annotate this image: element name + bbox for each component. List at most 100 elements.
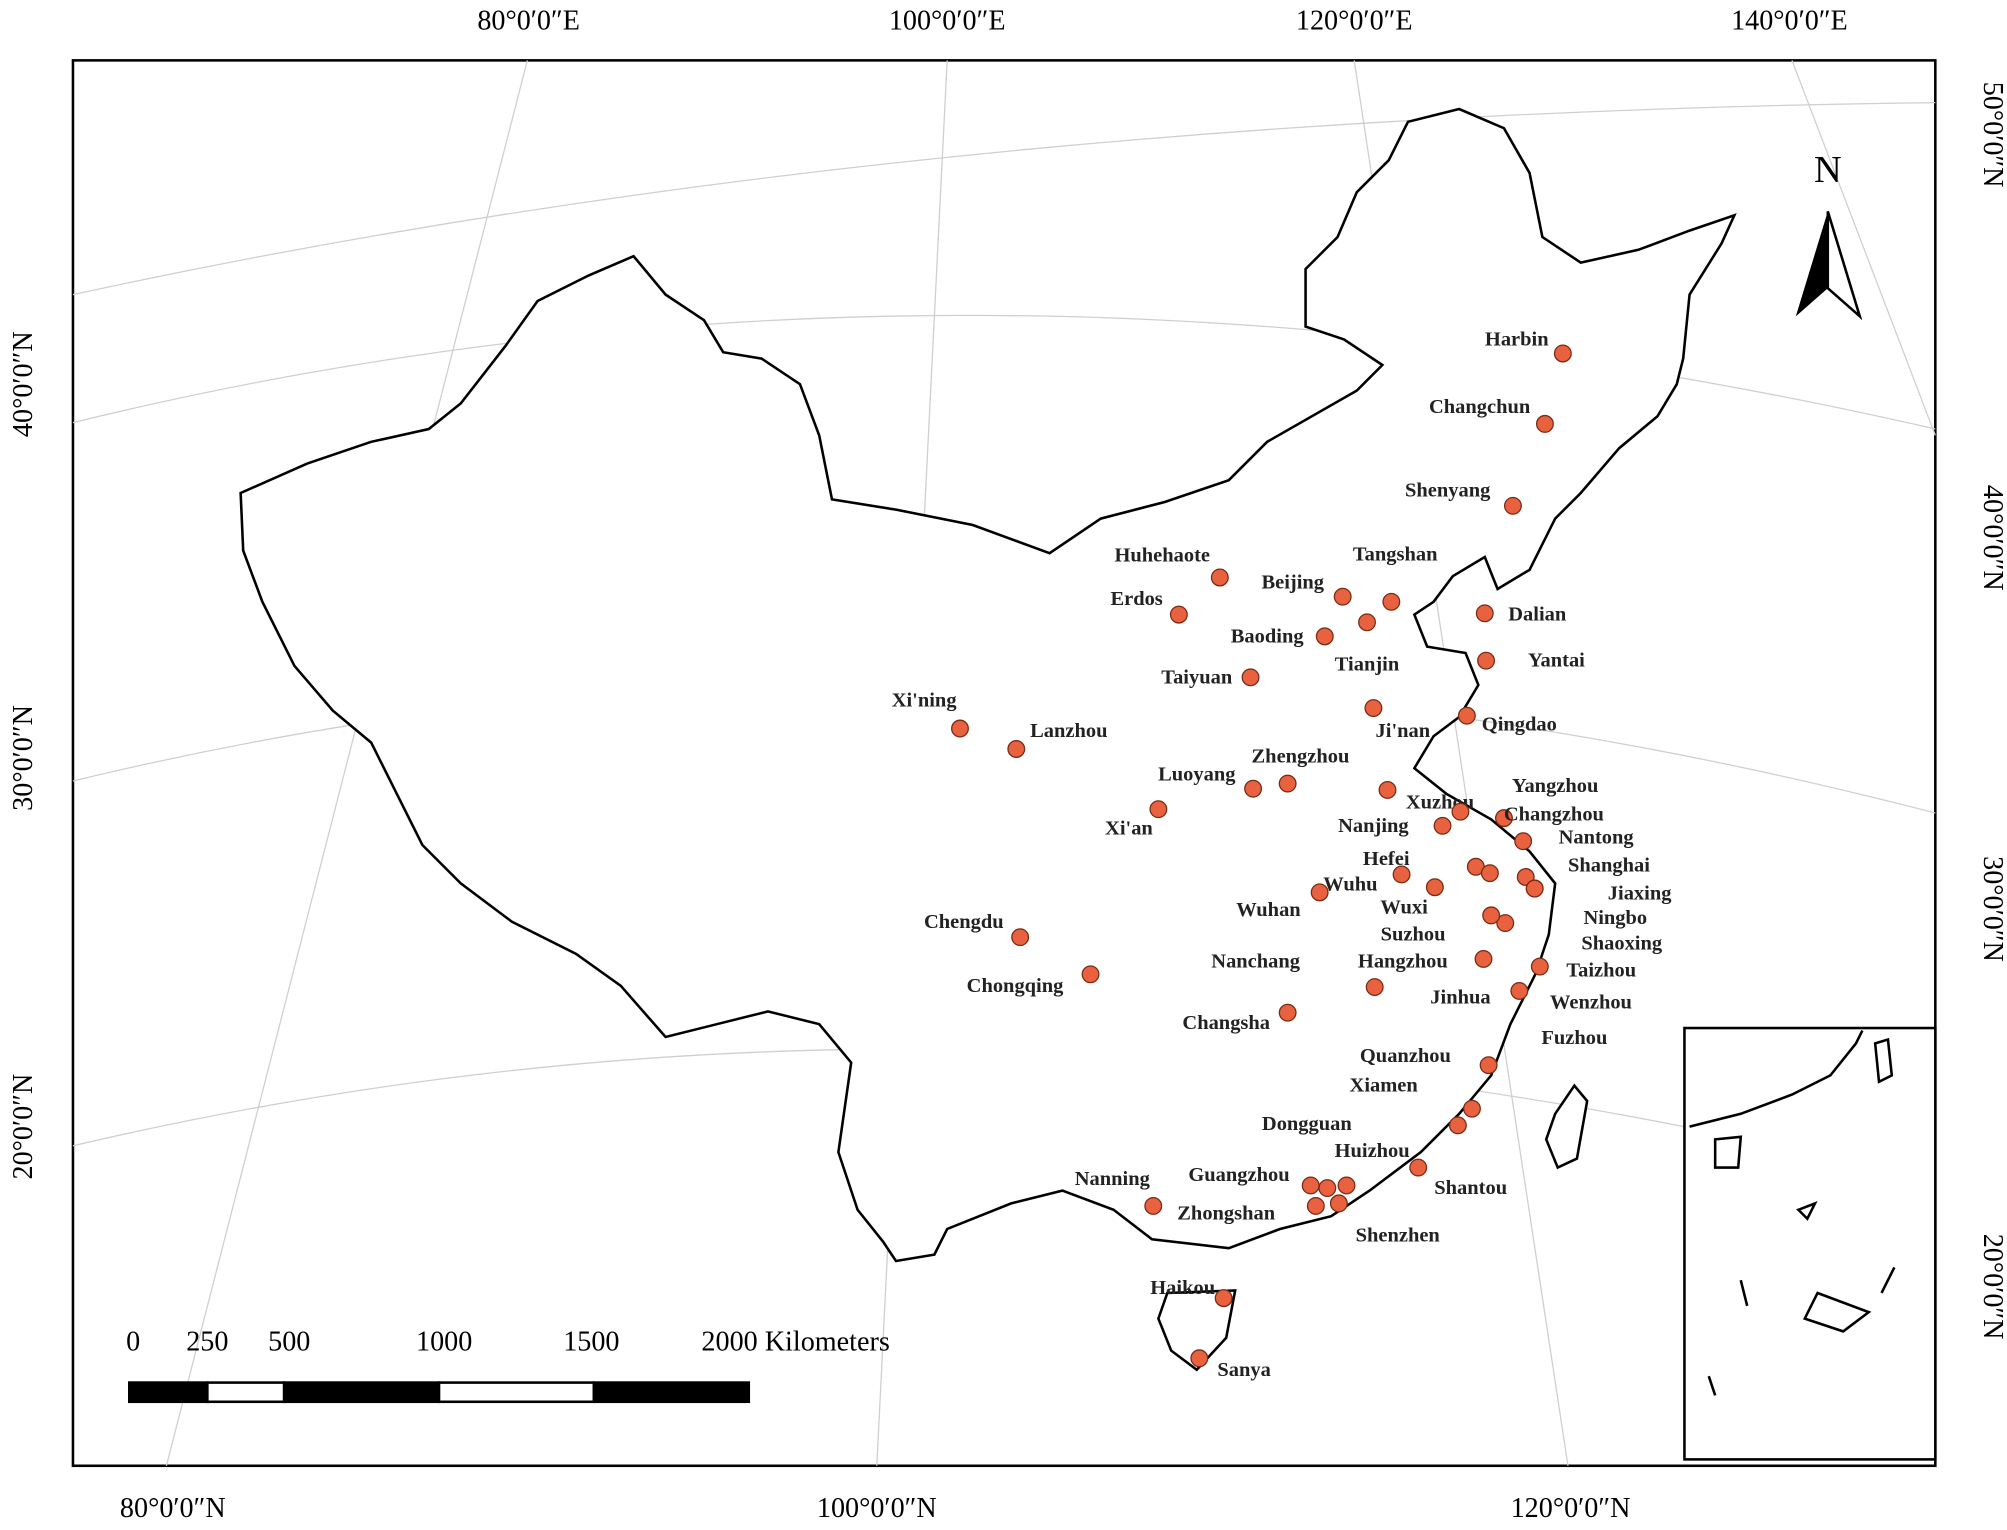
city-marker [1337, 1176, 1356, 1195]
city-marker [1214, 1289, 1233, 1308]
city-label: Wenzhou [1550, 991, 1632, 1013]
city-label: Wuxi [1380, 897, 1428, 919]
longitude-label: 140°0′0″E [1731, 6, 1848, 37]
city-marker [1378, 780, 1397, 799]
city-label: Shaoxing [1581, 933, 1663, 955]
city-label: Luoyang [1158, 764, 1236, 786]
city-label: Huizhou [1335, 1140, 1410, 1162]
city-marker [1306, 1196, 1325, 1215]
city-marker [1149, 800, 1168, 819]
china-outline [239, 107, 1737, 1263]
city-label: Fuzhou [1541, 1027, 1607, 1049]
taiwan-island [1544, 1083, 1589, 1170]
city-marker [1244, 779, 1263, 798]
city-marker [1278, 1003, 1297, 1022]
city-marker [1525, 879, 1544, 898]
city-label: Tangshan [1353, 543, 1438, 565]
scale-bar [127, 1381, 751, 1404]
city-label: Dongguan [1262, 1113, 1352, 1135]
city-marker [1514, 832, 1533, 851]
city-marker [1333, 587, 1352, 606]
city-label: Xi'an [1105, 817, 1153, 839]
city-marker [1451, 802, 1470, 821]
latitude-label: 40°0′0″N [1977, 485, 2007, 591]
city-label: Hefei [1363, 848, 1410, 870]
city-label: Nanjing [1338, 815, 1409, 837]
city-marker [1482, 906, 1501, 925]
city-marker [1425, 878, 1444, 897]
longitude-label: 120°0′0″E [1296, 6, 1413, 37]
city-label: Xiamen [1350, 1075, 1419, 1097]
city-marker [1241, 668, 1260, 687]
hainan-island [1157, 1289, 1237, 1372]
city-label: Tianjin [1335, 654, 1400, 676]
latitude-label: 50°0′0″N [1977, 82, 2007, 188]
city-marker [1278, 774, 1297, 793]
city-marker [1392, 865, 1411, 884]
city-label: Zhongshan [1177, 1203, 1275, 1225]
inset-frame [1683, 1026, 1937, 1461]
city-label: Qingdao [1482, 714, 1557, 736]
city-label: Guangzhou [1188, 1164, 1289, 1186]
city-marker [1144, 1196, 1163, 1215]
city-label: Ji'nan [1376, 720, 1431, 742]
city-marker [1409, 1158, 1428, 1177]
latitude-label: 20°0′0″N [1977, 1234, 2007, 1340]
city-label: Nanchang [1211, 950, 1300, 972]
city-marker [1169, 605, 1188, 624]
city-label: Yangzhou [1512, 775, 1598, 797]
city-label: Erdos [1110, 588, 1162, 610]
city-marker [1081, 965, 1100, 984]
city-marker [1477, 651, 1496, 670]
city-label: Sanya [1217, 1359, 1270, 1381]
latitude-label: 40°0′0″N [8, 331, 39, 437]
city-label: Lanzhou [1030, 720, 1107, 742]
city-marker [1530, 957, 1549, 976]
city-marker [1433, 816, 1452, 835]
city-label: Chengdu [924, 911, 1004, 933]
scale-label: 1000 [416, 1327, 472, 1358]
city-label: Changsha [1182, 1012, 1270, 1034]
city-marker [1210, 568, 1229, 587]
latitude-label: 20°0′0″N [8, 1074, 39, 1180]
city-marker [1535, 414, 1554, 433]
city-marker [1329, 1194, 1348, 1213]
city-marker [1448, 1116, 1467, 1135]
city-marker [1318, 1179, 1337, 1197]
longitude-label: 80°0′0″E [477, 6, 580, 37]
city-label: Nantong [1559, 826, 1635, 848]
city-label: Chongqing [967, 975, 1064, 997]
city-marker [1510, 981, 1529, 1000]
city-marker [1457, 706, 1476, 725]
city-marker [1358, 613, 1376, 632]
city-marker [1503, 496, 1522, 515]
scale-label: 250 [186, 1327, 228, 1358]
city-label: Shenyang [1405, 479, 1491, 501]
city-marker [1480, 864, 1499, 883]
city-label: Taizhou [1566, 959, 1636, 981]
city-label: Taiyuan [1161, 666, 1233, 688]
city-marker [1479, 1056, 1498, 1075]
bottom-label: 120°0′0″N [1511, 1493, 1631, 1524]
city-marker [1301, 1176, 1320, 1195]
city-label: Shenzhen [1356, 1224, 1441, 1246]
inset-coast [1689, 1030, 1864, 1128]
city-marker [1007, 740, 1026, 758]
scale-label: 1500 [563, 1327, 619, 1358]
city-marker [1310, 883, 1329, 902]
city-marker [1365, 978, 1384, 997]
city-label: Jinhua [1430, 986, 1490, 1008]
bottom-label: 80°0′0″N [120, 1493, 226, 1524]
latitude-label: 30°0′0″N [1977, 856, 2007, 962]
city-label: Wuhan [1236, 899, 1301, 921]
city-marker [1495, 809, 1513, 828]
city-marker [1553, 344, 1572, 363]
city-label: Baoding [1231, 625, 1305, 647]
city-label: Beijing [1262, 572, 1325, 594]
scale-label: 2000 Kilometers [701, 1327, 889, 1358]
city-label: Yantai [1528, 650, 1585, 672]
city-marker [1496, 914, 1515, 933]
city-label: Hangzhou [1358, 950, 1448, 972]
city-label: Nanning [1075, 1168, 1151, 1190]
